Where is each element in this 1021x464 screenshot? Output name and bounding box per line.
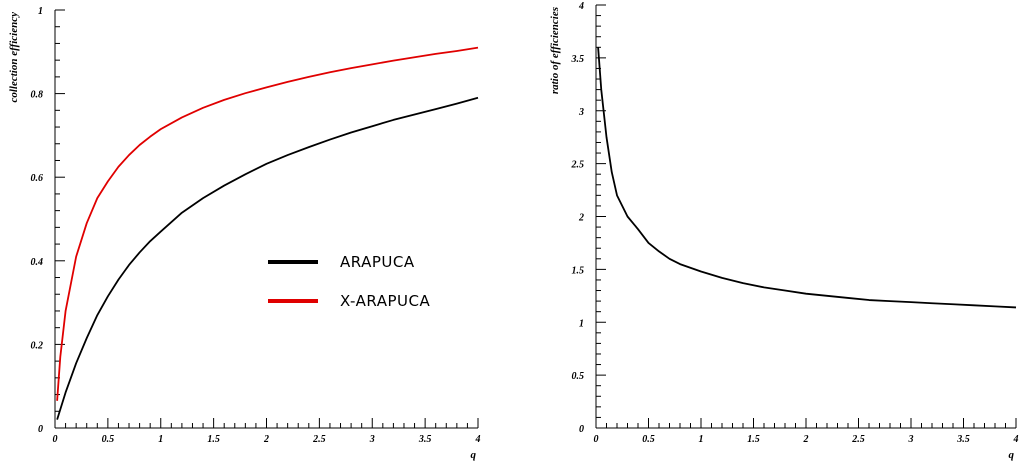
- right-y-tick-label: 1.5: [572, 265, 585, 276]
- right-x-tick-label: 0.5: [642, 434, 655, 445]
- right-y-tick-label: 0.5: [572, 371, 585, 382]
- right-series-line-0: [597, 47, 1017, 309]
- left-x-tick-label: 4: [475, 434, 481, 445]
- right-y-tick-label: 1: [579, 318, 584, 329]
- right-y-tick-label: 0: [579, 424, 584, 435]
- left-x-tick-label: 2.5: [312, 434, 326, 445]
- left-y-tick-label: 1: [38, 6, 43, 17]
- left-y-axis-title: collection efficiency: [8, 12, 20, 103]
- right-y-tick-label: 3.5: [571, 54, 585, 65]
- left-x-tick-label: 1: [158, 434, 163, 445]
- right-x-tick-label: 0: [594, 434, 599, 445]
- legend-label-arapuca: ARAPUCA: [340, 253, 415, 271]
- left-x-tick-label: 0: [53, 434, 58, 445]
- left-x-tick-label: 3: [369, 434, 375, 445]
- right-x-tick-label: 2: [803, 434, 809, 445]
- left-y-tick-label: 0.6: [31, 173, 44, 184]
- left-series-line-x-arapuca: [56, 46, 479, 401]
- right-chart-panel: 0 0.5 1 1.5 2 2.5 3 3.5 4 0 0.5 1 1.5 2 2.5 3 3.5 4 q ratio…: [549, 1, 1019, 461]
- left-y-tick-label: 0: [38, 424, 43, 435]
- right-y-tick-label: 3: [578, 107, 584, 118]
- right-x-tick-label: 3.5: [956, 434, 970, 445]
- right-y-tick-label: 4: [578, 1, 584, 12]
- legend-label-x-arapuca: X-ARAPUCA: [340, 292, 430, 310]
- left-chart-panel: 0 0.5 1 1.5 2 2.5 3 3.5 4 0 0.2 0.4 0.6 0.8 1 q collecti…: [8, 6, 481, 461]
- left-y-tick-label: 0.8: [31, 90, 44, 101]
- right-y-tick-label: 2.5: [571, 160, 585, 171]
- right-y-axis-title: ratio of efficiencies: [549, 7, 561, 94]
- left-x-tick-label: 0.5: [102, 434, 115, 445]
- left-x-tick-label: 2: [263, 434, 269, 445]
- right-x-tick-label: 4: [1013, 434, 1019, 445]
- right-x-tick-label: 1: [699, 434, 704, 445]
- right-x-axis-title: q: [1009, 449, 1015, 461]
- left-y-tick-label: 0.4: [31, 257, 44, 268]
- left-series-line-arapuca: [56, 96, 479, 420]
- left-x-tick-label: 1.5: [207, 434, 220, 445]
- right-x-tick-label: 3: [908, 434, 914, 445]
- right-y-tick-label: 2: [578, 213, 584, 224]
- right-x-tick-label: 1.5: [747, 434, 760, 445]
- right-x-tick-label: 2.5: [851, 434, 865, 445]
- left-y-tick-label: 0.2: [31, 340, 44, 351]
- left-x-axis-title: q: [471, 449, 477, 461]
- left-x-tick-label: 3.5: [418, 434, 432, 445]
